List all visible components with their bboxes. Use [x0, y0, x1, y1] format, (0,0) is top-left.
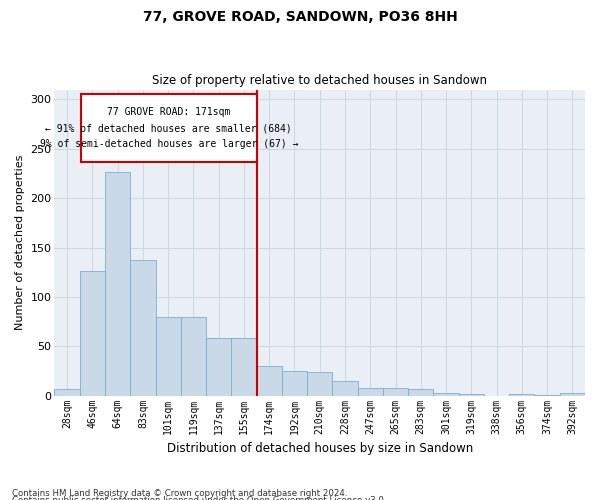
Bar [232, 338, 257, 396]
Bar [433, 392, 458, 396]
Bar [155, 316, 181, 396]
Bar [105, 172, 130, 396]
Bar [560, 392, 585, 396]
Bar [130, 260, 155, 396]
Bar [332, 381, 358, 396]
Bar [458, 394, 484, 396]
Bar [80, 271, 105, 396]
Bar [509, 394, 535, 396]
Y-axis label: Number of detached properties: Number of detached properties [15, 155, 25, 330]
Text: Contains HM Land Registry data © Crown copyright and database right 2024.: Contains HM Land Registry data © Crown c… [12, 488, 347, 498]
Bar [181, 316, 206, 396]
Bar [408, 388, 433, 396]
Bar [358, 388, 383, 396]
Bar [307, 372, 332, 396]
Text: Contains public sector information licensed under the Open Government Licence v3: Contains public sector information licen… [12, 496, 386, 500]
Text: 77, GROVE ROAD, SANDOWN, PO36 8HH: 77, GROVE ROAD, SANDOWN, PO36 8HH [143, 10, 457, 24]
Bar [535, 394, 560, 396]
Text: 77 GROVE ROAD: 171sqm
← 91% of detached houses are smaller (684)
9% of semi-deta: 77 GROVE ROAD: 171sqm ← 91% of detached … [40, 108, 298, 148]
X-axis label: Distribution of detached houses by size in Sandown: Distribution of detached houses by size … [167, 442, 473, 455]
Bar [206, 338, 232, 396]
Bar [55, 388, 80, 396]
Bar [282, 371, 307, 396]
Bar [383, 388, 408, 396]
Title: Size of property relative to detached houses in Sandown: Size of property relative to detached ho… [152, 74, 487, 87]
Bar [257, 366, 282, 396]
FancyBboxPatch shape [81, 94, 257, 162]
